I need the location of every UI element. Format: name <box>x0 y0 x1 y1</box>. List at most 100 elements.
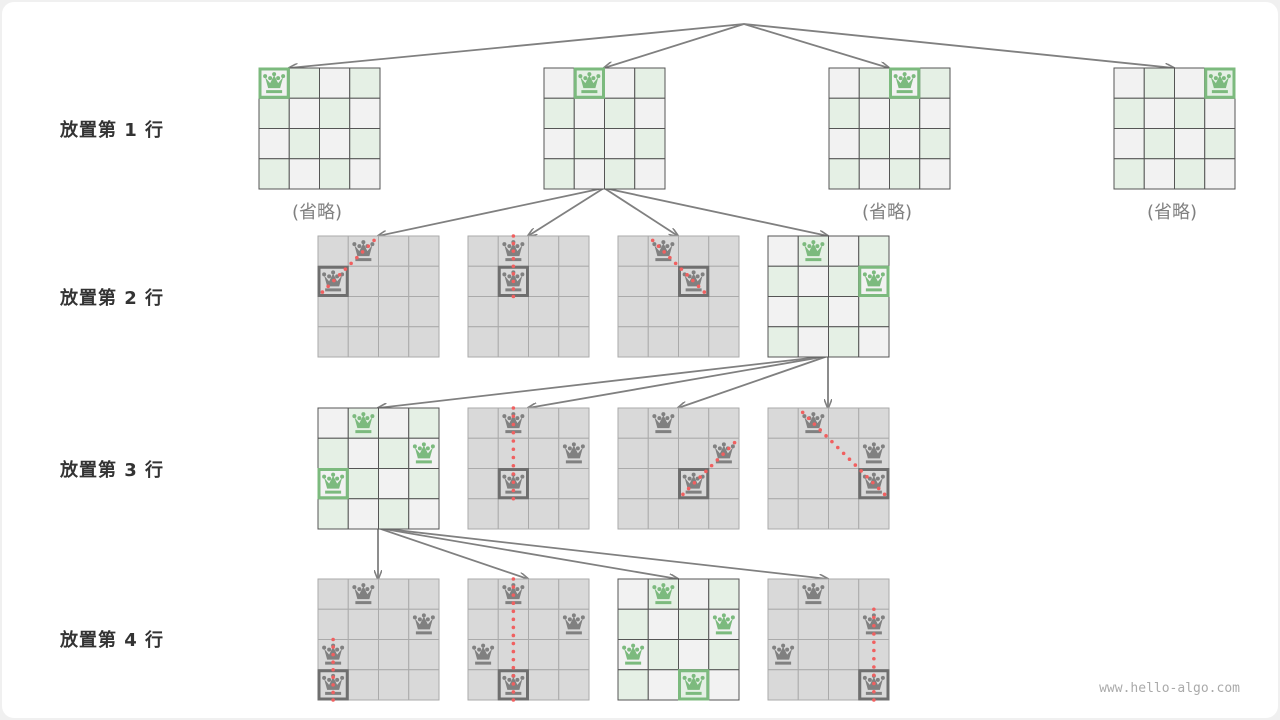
omitted-label: (省略) <box>291 202 343 223</box>
queen-base <box>865 288 882 292</box>
conflict-dot <box>511 682 516 686</box>
queen-crown-ball <box>725 617 730 622</box>
arrow <box>528 355 829 408</box>
board-cell <box>319 128 351 160</box>
board-cell <box>573 158 605 190</box>
conflict-dot <box>872 615 876 620</box>
conflict-dot <box>511 256 516 261</box>
board-cell <box>528 235 560 267</box>
board-cell <box>828 296 860 328</box>
board-cell <box>528 407 560 439</box>
board <box>767 407 890 530</box>
conflict-dot <box>824 434 828 438</box>
conflict-dot <box>656 244 661 248</box>
board-cell <box>767 407 799 439</box>
board-cell <box>797 608 829 640</box>
queen-crown-ball <box>596 74 601 79</box>
queen-crown-ball <box>1217 72 1222 77</box>
board-cell <box>708 265 740 297</box>
queen-crown-ball <box>361 240 366 245</box>
board-cell <box>828 498 860 530</box>
board-cell <box>467 437 499 469</box>
board-cell <box>543 97 575 129</box>
queen-crown <box>354 243 373 257</box>
queen-crown-ball <box>712 444 717 449</box>
board-cell <box>349 97 381 129</box>
conflict-dot <box>872 632 876 636</box>
board-cell <box>678 437 710 469</box>
board-cell <box>828 158 860 190</box>
queen-icon <box>1208 72 1231 94</box>
conflict-dot <box>872 698 876 702</box>
queen-crown <box>804 243 823 257</box>
conflict-dot <box>511 439 516 443</box>
queen-crown-ball <box>430 615 435 620</box>
conflict-dot <box>331 698 335 702</box>
queen-crown-ball <box>357 416 362 421</box>
board-cell <box>258 97 290 129</box>
board-cell <box>617 296 649 328</box>
queen-crown-ball <box>340 645 345 650</box>
board <box>543 67 666 190</box>
conflict-dot <box>372 238 376 243</box>
conflict-dot <box>859 469 863 473</box>
conflict-dot <box>511 447 516 452</box>
arrow <box>377 527 528 579</box>
conflict-dot <box>685 273 689 277</box>
conflict-dot <box>704 469 708 474</box>
board-cell <box>378 578 410 610</box>
queen-crown-ball <box>1221 76 1226 81</box>
queen-crown-ball <box>502 272 507 277</box>
conflict-dot <box>511 609 516 614</box>
queen-crown-ball <box>352 585 357 590</box>
queen-crown-ball <box>322 272 327 277</box>
queen-icon <box>352 583 375 605</box>
conflict-dot <box>366 244 371 248</box>
queen-crown-ball <box>331 472 336 477</box>
current-queen-highlight <box>573 67 605 99</box>
arrow <box>377 527 828 579</box>
queen-crown-ball <box>507 416 512 421</box>
queen-crown-ball <box>902 72 907 77</box>
board-cell <box>347 296 379 328</box>
board-cell <box>828 608 860 640</box>
queen-crown-ball <box>691 270 696 275</box>
queen-crown-ball <box>515 587 520 592</box>
board-cell <box>347 437 379 469</box>
queen-crown-ball <box>430 444 435 449</box>
board-cell <box>378 265 410 297</box>
board-cell <box>378 669 410 701</box>
queen-crown-ball <box>520 242 525 247</box>
arrow <box>743 23 889 68</box>
queen-crown-ball <box>340 675 345 680</box>
queen-crown-ball <box>571 613 576 618</box>
queen-crown-ball <box>695 677 700 682</box>
conflict-dot <box>511 593 516 597</box>
conflict-dot <box>871 480 875 485</box>
board-cell <box>497 437 529 469</box>
board-cell <box>528 578 560 610</box>
board-cell <box>617 578 649 610</box>
conflict-dot <box>349 261 353 266</box>
board-cell <box>889 97 921 129</box>
queen-crown-ball <box>507 476 512 481</box>
queen-crown <box>504 415 523 429</box>
current-queen-highlight <box>889 67 921 99</box>
queen-crown-ball <box>875 446 880 451</box>
queen-crown-ball <box>1208 74 1213 79</box>
board-cell <box>647 326 679 358</box>
board-cell <box>408 265 440 297</box>
board-cell <box>408 639 440 671</box>
queen-crown-ball <box>417 446 422 451</box>
board-cell <box>573 128 605 160</box>
board-cell <box>678 498 710 530</box>
queen-crown <box>654 415 673 429</box>
queen-crown-ball <box>580 615 585 620</box>
board-cell <box>647 468 679 500</box>
board-cell <box>708 578 740 610</box>
board-cell <box>858 128 890 160</box>
board-cell <box>319 67 351 99</box>
queen-crown <box>265 75 284 89</box>
queen-base <box>415 631 432 635</box>
queen-crown-ball <box>370 414 375 419</box>
